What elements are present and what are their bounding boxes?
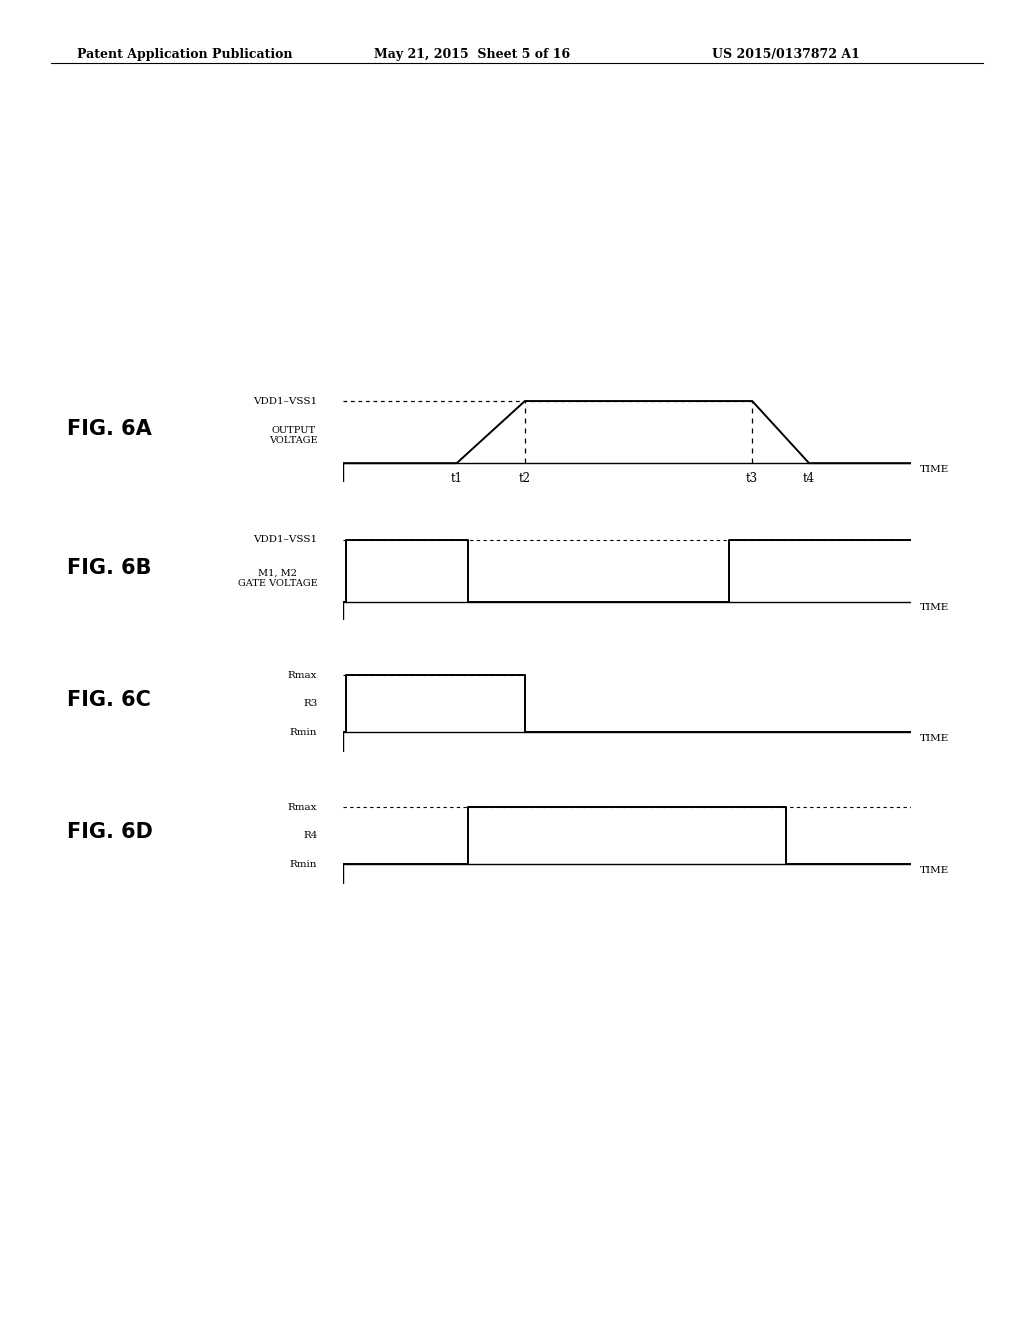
Text: FIG. 6B: FIG. 6B <box>67 557 152 578</box>
Text: t3: t3 <box>746 473 759 486</box>
Text: Rmin: Rmin <box>290 859 317 869</box>
Text: t1: t1 <box>451 473 463 486</box>
Text: TIME: TIME <box>920 866 949 875</box>
Text: FIG. 6A: FIG. 6A <box>67 418 152 440</box>
Text: TIME: TIME <box>920 734 949 743</box>
Text: Rmax: Rmax <box>288 671 317 680</box>
Text: TIME: TIME <box>920 465 949 474</box>
Text: May 21, 2015  Sheet 5 of 16: May 21, 2015 Sheet 5 of 16 <box>374 48 570 61</box>
Text: VDD1–VSS1: VDD1–VSS1 <box>253 396 317 405</box>
Text: Patent Application Publication: Patent Application Publication <box>77 48 292 61</box>
Text: FIG. 6C: FIG. 6C <box>67 689 151 710</box>
Text: R4: R4 <box>303 832 317 841</box>
Text: R3: R3 <box>303 700 317 709</box>
Text: Rmax: Rmax <box>288 803 317 812</box>
Text: t2: t2 <box>519 473 530 486</box>
Text: TIME: TIME <box>920 603 949 612</box>
Text: Rmin: Rmin <box>290 727 317 737</box>
Text: t4: t4 <box>803 473 815 486</box>
Text: M1, M2
GATE VOLTAGE: M1, M2 GATE VOLTAGE <box>238 569 317 587</box>
Text: OUTPUT
VOLTAGE: OUTPUT VOLTAGE <box>269 425 317 445</box>
Text: VDD1–VSS1: VDD1–VSS1 <box>253 535 317 544</box>
Text: FIG. 6D: FIG. 6D <box>67 821 153 842</box>
Text: US 2015/0137872 A1: US 2015/0137872 A1 <box>712 48 859 61</box>
